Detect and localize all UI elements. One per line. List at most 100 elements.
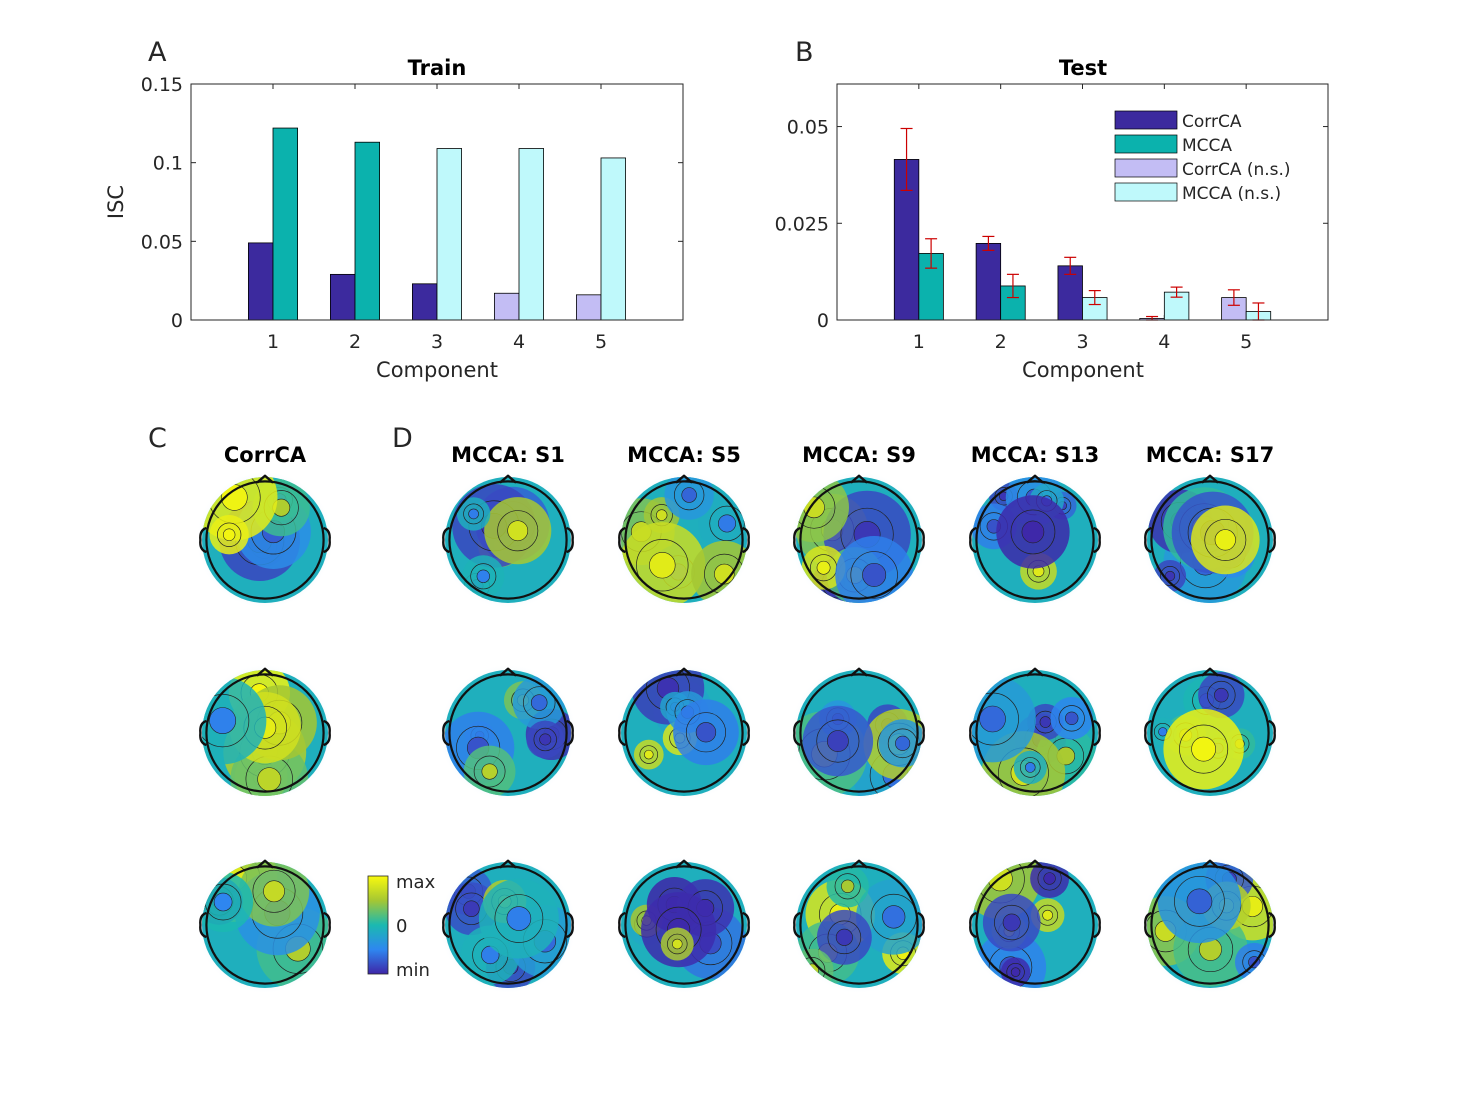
topomap-grid [196,471,1279,994]
topomap-contour-core [1158,727,1168,737]
train-x-axis-label: Component [376,358,498,382]
left-ear-outline [793,719,801,747]
nose-outline [675,667,693,677]
mcca-topomap-s9-1 [790,471,928,609]
topomap-contour-core [1191,736,1216,762]
train-bar-mcca-1 [272,127,299,321]
right-ear-outline [917,719,925,747]
right-ear-outline [323,719,331,747]
topomap-field [202,477,328,603]
colorbar-zero-label: 0 [396,916,407,937]
train-y-tick-label: 0 [171,310,183,332]
topomap-contour-core [1010,967,1021,977]
nose-outline [256,859,274,869]
legend-label-mcca-ns: MCCA (n.s.) [1182,184,1281,204]
topomap-contour-core [1214,529,1236,551]
topomap-contour [636,539,689,592]
colorbar-max-label: max [396,872,436,893]
topomap-contour [1037,866,1062,891]
topomap-contour [1179,724,1229,774]
nose-outline [675,474,693,484]
topomap-field [621,862,747,988]
left-ear-outline [969,911,977,939]
panel-label-a: A [148,37,167,68]
head-outline [448,480,568,600]
left-ear-outline [199,526,207,554]
topomap-contour-core [656,509,668,521]
topomap-contour [497,510,539,552]
left-ear-outline [199,911,207,939]
mcca-map-title-s9: MCCA: S9 [802,443,916,467]
topomap-contour-core [681,487,697,503]
right-ear-outline [1268,526,1276,554]
train-x-tick-label: 2 [349,331,361,353]
topomap-contour-core [841,879,855,893]
left-ear-outline [199,719,207,747]
right-ear-outline [917,526,925,554]
train-bar-mcca-3 [436,148,463,321]
topomap-contour [470,563,497,590]
right-ear-outline [1268,911,1276,939]
left-ear-outline [618,911,626,939]
mcca-topomap-s13-3 [966,856,1104,994]
topomap-contour [494,894,544,943]
nose-outline [499,474,517,484]
panel-label-b: B [795,37,814,68]
legend-swatch-corrca [1114,110,1178,130]
nose-outline [256,474,274,484]
test-bar-chart: Test 0 0.025 0.05 1 2 3 4 5 Component CorrCA MC… [775,56,1329,382]
topomap-contour-core [1042,909,1053,921]
train-plot-frame [190,83,684,321]
right-ear-outline [1268,719,1276,747]
test-y-tick-label: 0.05 [787,117,829,139]
topomap-contour-core [718,514,736,533]
nose-outline [1026,859,1044,869]
test-y-tick-label: 0.025 [775,213,829,235]
nose-outline [850,474,868,484]
head-outline [799,673,919,793]
topomap-contour [639,745,659,764]
topomap-contour [667,933,688,955]
nose-outline [499,667,517,677]
panel-label-d: D [392,423,413,454]
mcca-map-title-s5: MCCA: S5 [627,443,741,467]
train-bar-mcca-4 [518,148,545,321]
right-ear-outline [742,526,750,554]
mcca-topomap-s5-2 [615,664,753,802]
topomap-contour-core [481,763,498,780]
panel-label-c: C [148,423,167,454]
left-ear-outline [793,526,801,554]
mcca-topomap-s9-3 [790,856,928,994]
train-bar-corrca-1 [247,242,274,321]
train-bar-corrca-3 [411,283,438,321]
train-y-axis-label: ISC [104,185,128,219]
test-chart-title: Test [1059,56,1107,80]
left-ear-outline [1144,719,1152,747]
head-outline [1150,865,1270,985]
mcca-topomap-s17-2 [1141,664,1279,802]
legend-label-corrca: CorrCA [1182,112,1242,132]
topomap-contour [1019,757,1041,778]
topomap-contour [533,727,557,752]
head-outline [205,673,325,793]
topomap-contour [1058,705,1085,732]
topomap-contour-core [1214,687,1229,703]
mcca-topomap-s1-2 [439,664,577,802]
topomap-contour-core [468,508,479,520]
topomap-contour [473,755,506,788]
train-chart-title: Train [408,56,467,80]
colorbar-min-label: min [396,960,430,981]
mcca-topomap-s1-1 [439,471,577,609]
legend: CorrCA MCCA CorrCA (n.s.) MCCA (n.s.) [1114,110,1291,204]
head-outline [205,480,325,600]
topomap-contour-core [506,906,532,931]
legend-swatch-corrca-ns [1114,158,1178,178]
right-ear-outline [742,911,750,939]
mcca-map-title-s1: MCCA: S1 [451,443,565,467]
nose-outline [1201,859,1219,869]
topomap-contour [709,505,745,542]
topomap-contour-core [1065,711,1079,725]
train-bar-mcca-2 [354,141,381,321]
legend-swatch-mcca [1114,134,1178,154]
nose-outline [1201,474,1219,484]
